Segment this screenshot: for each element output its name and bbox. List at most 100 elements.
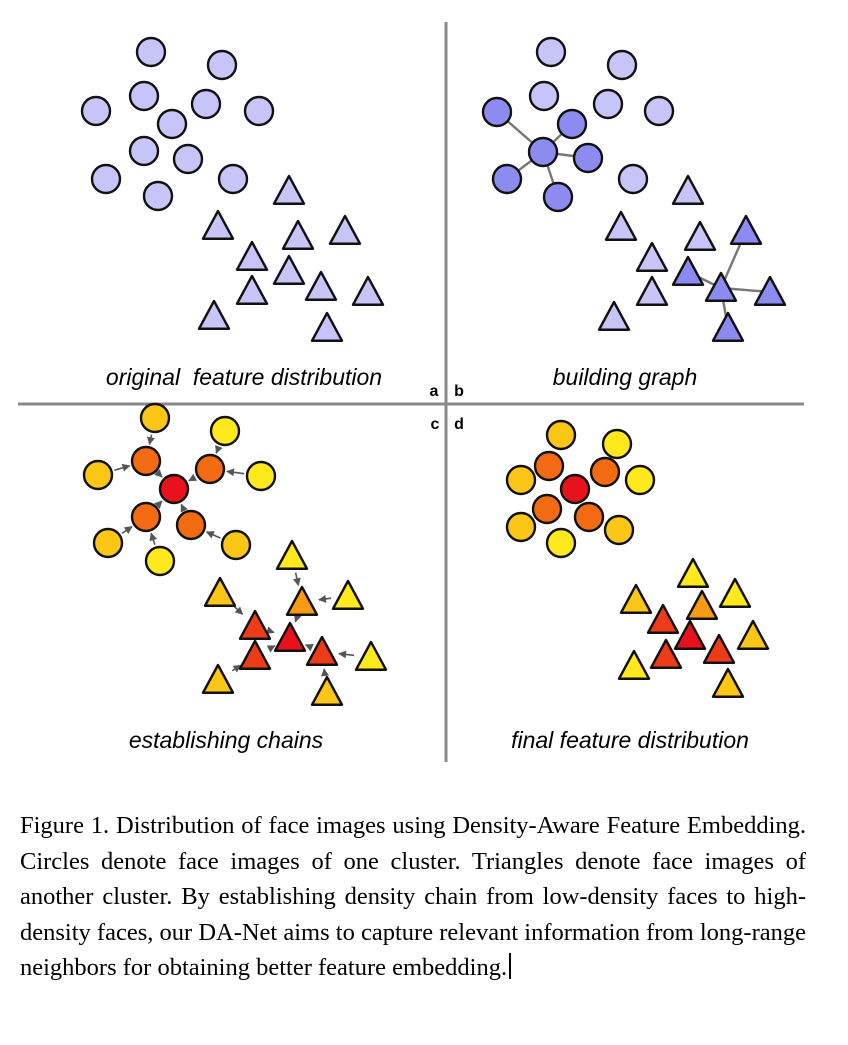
panel-b-triangle-center [704, 271, 738, 302]
panel-c-chain-arrow [266, 645, 276, 653]
panel-d-triangle-inner [646, 603, 680, 634]
panel-c-triangle-mid-density [285, 585, 319, 616]
panel-d-circle-center [559, 473, 591, 505]
panel-c-circle-low-density [245, 460, 277, 492]
panel-d-circle-outer [545, 419, 577, 451]
panel-c-chain-arrow [121, 525, 133, 535]
panel-d-circle-inner [533, 450, 565, 482]
panel-b-circle-neighbor [491, 163, 523, 195]
panel-c-triangle-mid-density [238, 609, 272, 640]
panel-d-triangle-outer [676, 557, 710, 588]
panel-d-triangle-center [673, 619, 707, 650]
panel-a-circle-node [128, 135, 160, 167]
panel-a-triangle-node [272, 174, 306, 205]
panel-c-triangle-low-density [275, 539, 309, 570]
panel-d-triangle-inner [702, 633, 736, 664]
panel-a-circle-node [135, 36, 167, 68]
panel-a-circle-node [80, 95, 112, 127]
panel-b-circle-neighbor [542, 181, 574, 213]
panel-d-title: final feature distribution [511, 727, 749, 753]
panel-a-triangle-node [235, 240, 269, 271]
panel-a-triangle-node [351, 275, 385, 306]
panel-d-circle-outer [624, 464, 656, 496]
panel-a-triangle-node [235, 274, 269, 305]
panel-b-triangle-node [635, 241, 669, 272]
panel-d-circle-outer [545, 527, 577, 559]
panel-c-circle-low-density [209, 415, 241, 447]
panel-a-circle-node [142, 180, 174, 212]
panel-d-circle-inner [573, 501, 605, 533]
panel-a-triangle-node [272, 254, 306, 285]
panel-a-triangle-node [310, 311, 344, 342]
panel-b-title: building graph [553, 364, 698, 390]
panel-d-triangle-outer [617, 649, 651, 680]
panel-d-triangle-outer [619, 583, 653, 614]
panel-c-chain-arrow [205, 531, 221, 539]
panel-d-circle-inner [589, 456, 621, 488]
panel-c-chain-arrow [292, 572, 301, 587]
panel-d-triangle-inner [685, 589, 719, 620]
panel-c-triangle-low-density [331, 579, 365, 610]
panel-c-triangle-low-density [354, 640, 388, 671]
panel-a-title: original feature distribution [106, 364, 382, 390]
panel-b-circle-node [617, 163, 649, 195]
panel-b-triangle-neighbor [753, 275, 787, 306]
panel-b-triangle-neighbor [729, 214, 763, 245]
panel-letter-b: b [454, 383, 464, 400]
panel-c-circle-mid-density [130, 501, 162, 533]
panel-d-circle-outer [603, 514, 635, 546]
panel-c-title: establishing chains [129, 727, 324, 753]
panel-d-circle-outer [601, 428, 633, 460]
panel-b-circle-center [527, 136, 559, 168]
panel-a-circle-node [172, 143, 204, 175]
panel-b-triangle-node [635, 275, 669, 306]
panel-b-triangle-neighbor [671, 255, 705, 286]
panel-a-triangle-node [304, 270, 338, 301]
panel-a-circle-node [243, 95, 275, 127]
panel-c-chain-arrow [231, 664, 242, 673]
panel-c-chain-arrow [338, 650, 355, 659]
panel-c-triangle-low-density [310, 675, 344, 706]
panel-d-triangle-inner [649, 638, 683, 669]
panel-c-circle-mid-density [175, 509, 207, 541]
panel-d-circle-outer [505, 511, 537, 543]
panel-b-triangle-node [671, 174, 705, 205]
panel-a-triangle-node [197, 299, 231, 330]
panel-c-chain-arrow [154, 500, 163, 509]
panel-letter-c: c [431, 416, 440, 433]
panel-c-circle-mid-density [194, 453, 226, 485]
panel-b-circle-node [643, 95, 675, 127]
panel-a-circle-node [206, 49, 238, 81]
panel-c-chain-arrow [149, 532, 158, 546]
panel-letter-a: a [430, 383, 439, 400]
panel-c-chain-arrow [114, 463, 131, 472]
panel-a-triangle-node [201, 209, 235, 240]
panel-c-circle-low-density [144, 545, 176, 577]
panel-c-chain-arrow [154, 469, 163, 478]
panel-c-chain-arrow [215, 445, 223, 454]
panel-c-triangle-mid-density [305, 635, 339, 666]
panel-c-chain-arrow [188, 473, 198, 482]
panel-a-circle-node [217, 163, 249, 195]
panel-b-circle-node [535, 36, 567, 68]
panel-b-circle-neighbor [481, 96, 513, 128]
panel-b-circle-neighbor [556, 108, 588, 140]
panel-c-circle-mid-density [130, 445, 162, 477]
panel-b-circle-neighbor [572, 142, 604, 174]
panel-c-circle-low-density [92, 527, 124, 559]
panel-d-triangle-outer [711, 667, 745, 698]
panel-c-chain-arrow [226, 468, 245, 477]
panel-c-chain-arrow [321, 668, 329, 677]
panel-c-triangle-peak-density [273, 621, 307, 652]
text-cursor [509, 953, 511, 980]
panel-b-triangle-node [683, 220, 717, 251]
panel-c-chain-arrow [293, 613, 302, 623]
caption-text: Figure 1. Distribution of face images us… [20, 812, 806, 982]
panel-letter-d: d [454, 416, 464, 433]
panel-d-triangle-outer [718, 577, 752, 608]
figure-diagram: original feature distribution building g… [18, 22, 804, 762]
panel-a-triangle-node [328, 214, 362, 245]
panel-a-circle-node [90, 163, 122, 195]
panel-c-triangle-mid-density [238, 639, 272, 670]
panel-c-circle-peak-density [158, 473, 190, 505]
